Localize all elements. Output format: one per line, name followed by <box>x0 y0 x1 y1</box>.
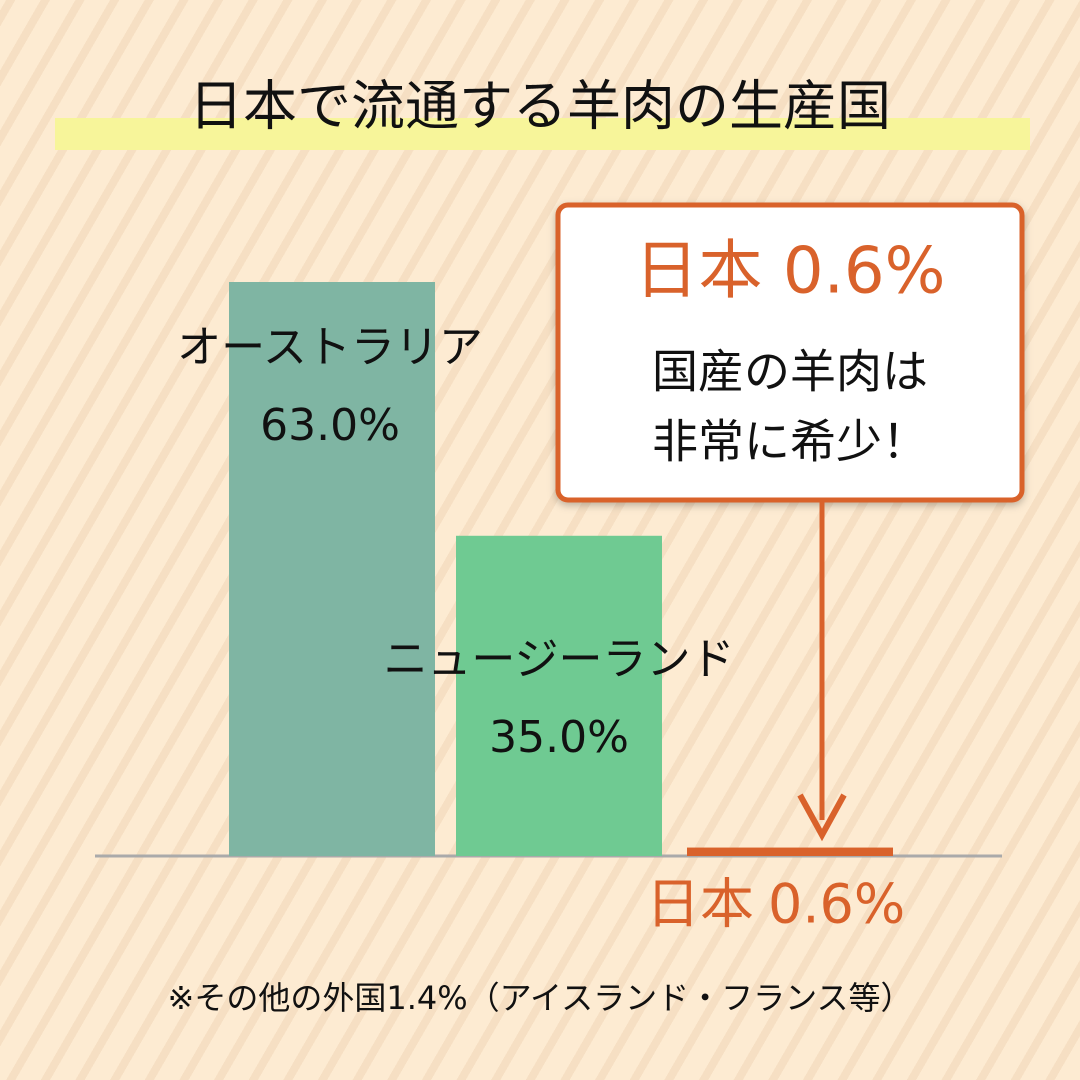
bars: オーストラリア 63.0% ニュージーランド 35.0% 日本 0.6% <box>177 282 905 936</box>
value-label: 63.0% <box>260 400 400 451</box>
value-label: 35.0% <box>489 712 629 763</box>
category-label: オーストラリア <box>177 322 483 373</box>
callout-box <box>555 202 1025 503</box>
category-label: 日本 <box>646 873 754 936</box>
callout-headline: 日本 0.6% <box>635 235 946 309</box>
callout-line: 国産の羊肉は <box>652 345 928 399</box>
value-label: 0.6% <box>768 873 905 936</box>
arrow-head <box>797 793 847 842</box>
callout-line: 非常に希少！ <box>652 415 928 469</box>
chart-title: 日本で流通する羊肉の生産国 <box>189 75 891 138</box>
title-highlight <box>55 118 1030 150</box>
bar <box>456 535 662 856</box>
bar <box>229 282 435 856</box>
category-label: ニュージーランド <box>383 634 734 685</box>
footnote: ※その他の外国1.4%（アイスランド・フランス等） <box>168 979 913 1017</box>
bar <box>687 847 893 856</box>
